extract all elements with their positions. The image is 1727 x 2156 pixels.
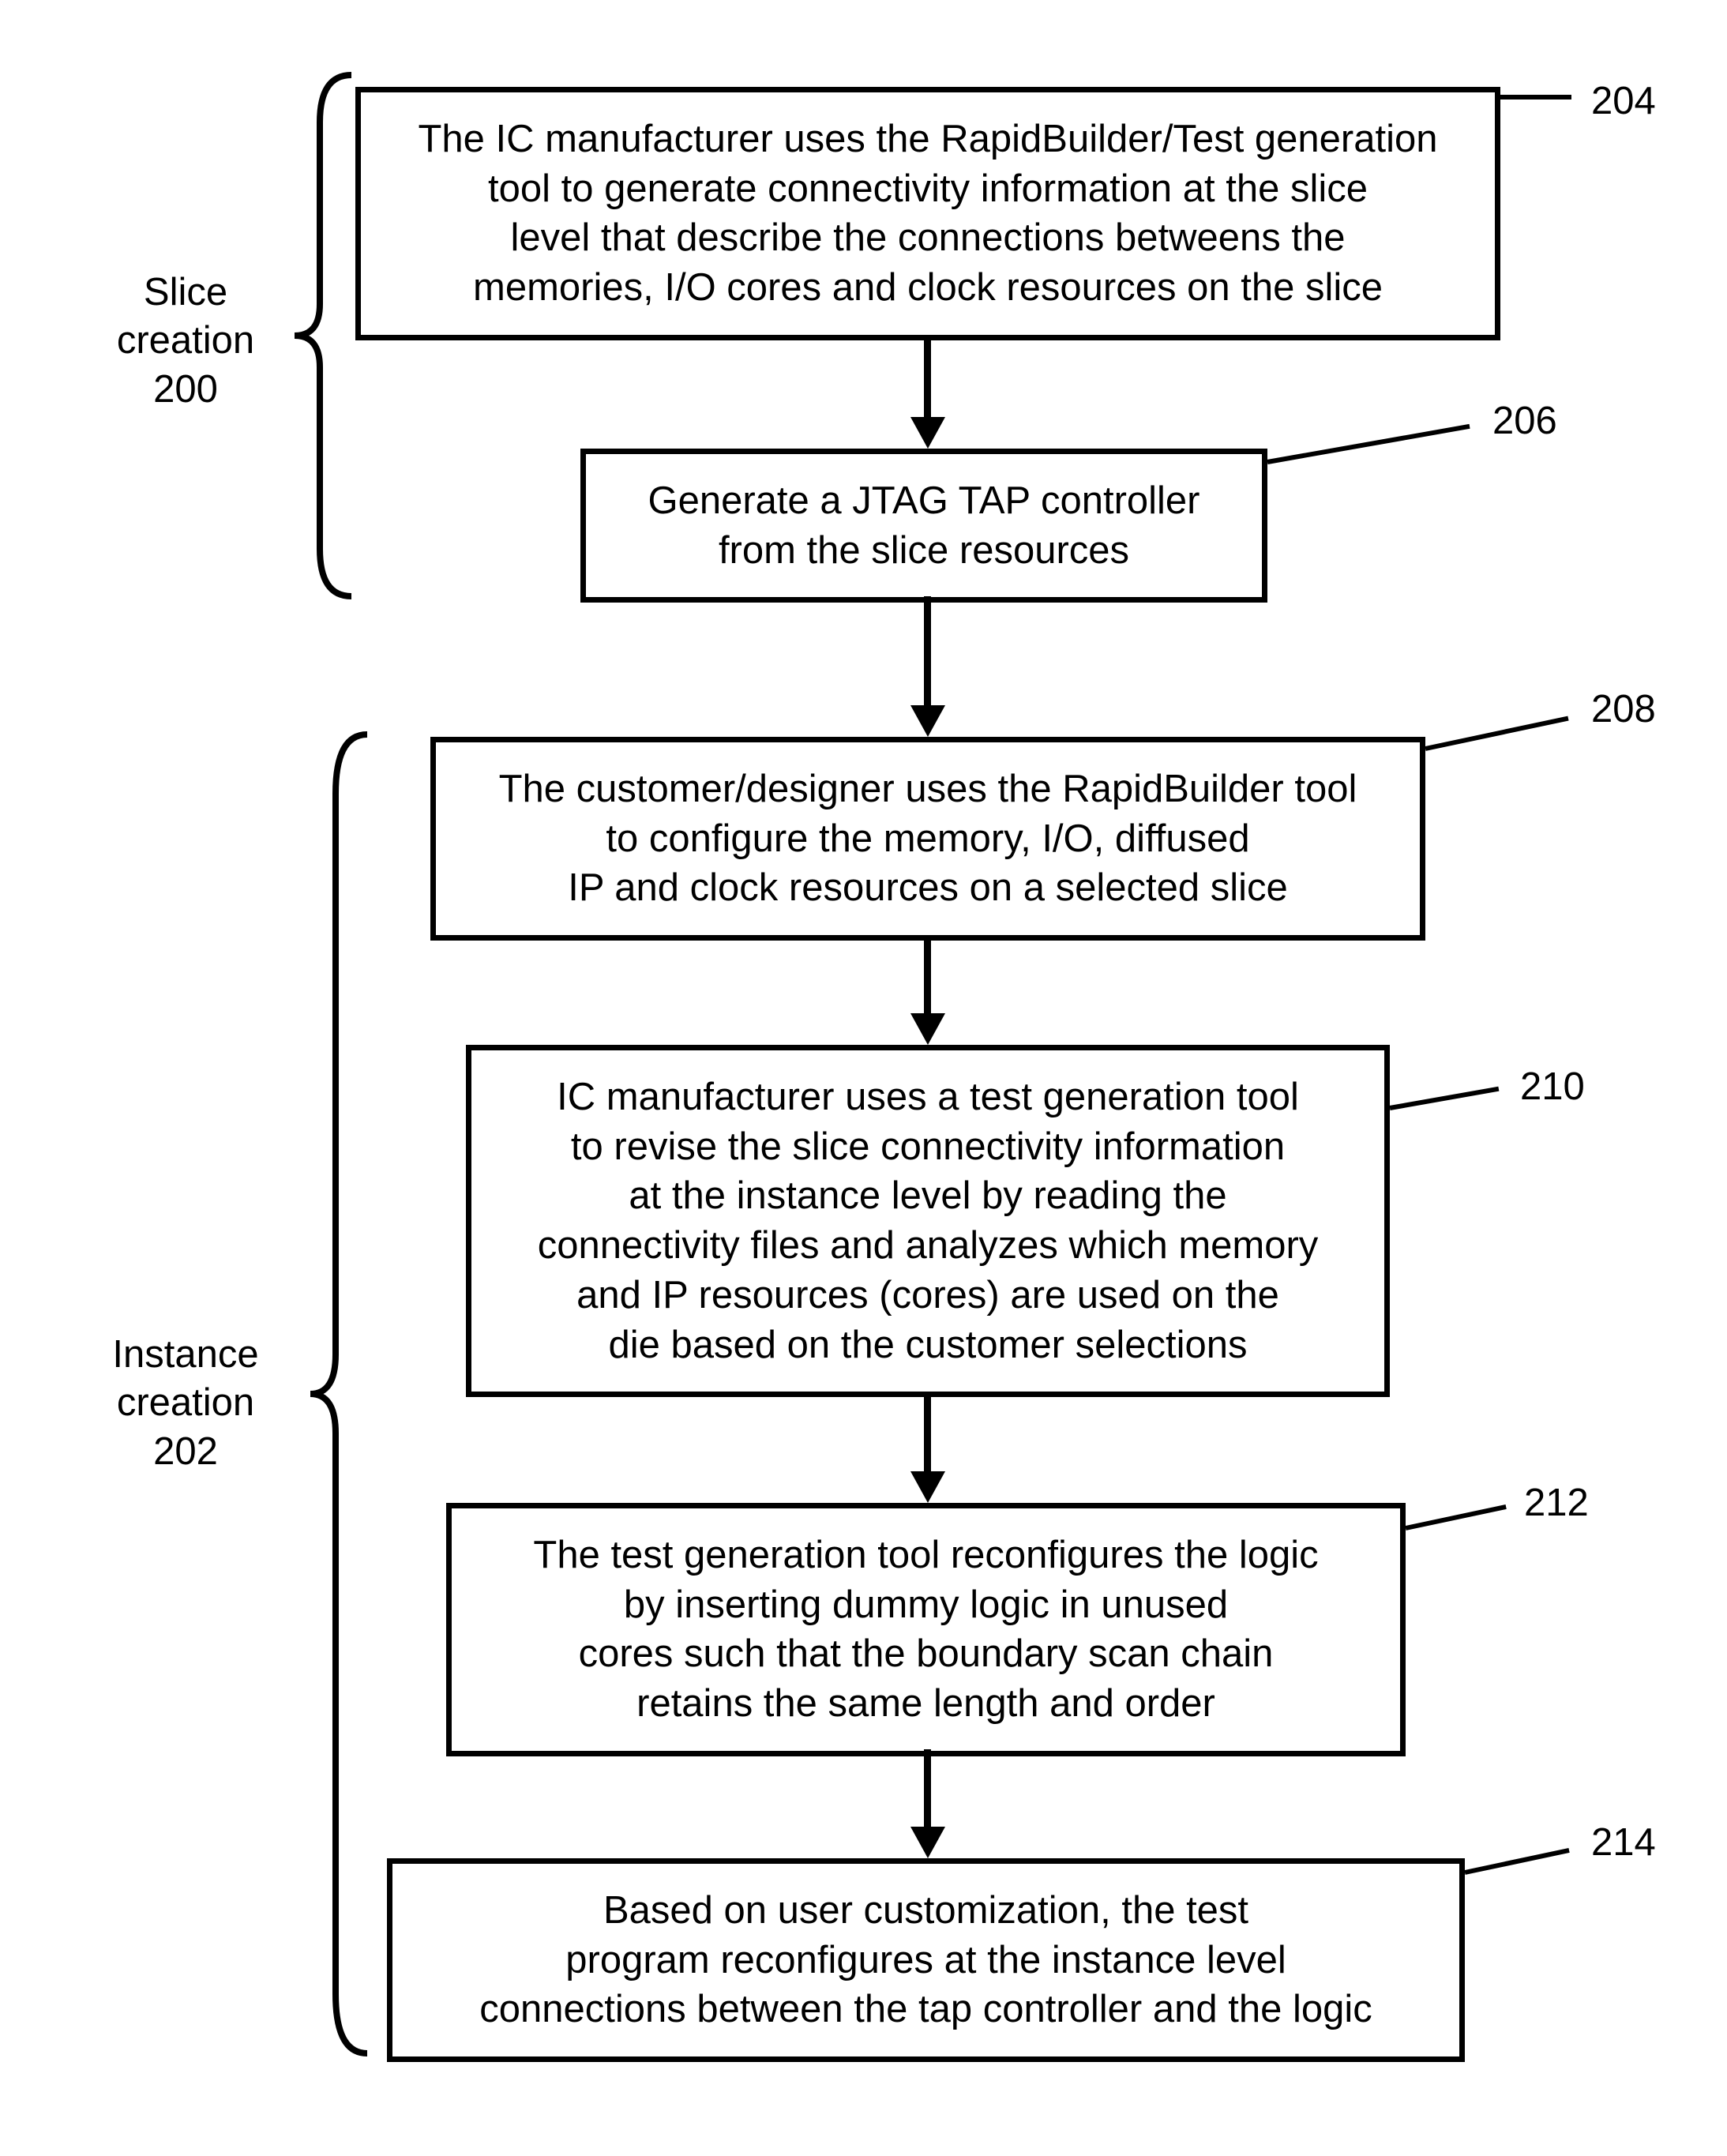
box-204-line1: The IC manufacturer uses the RapidBuilde… xyxy=(392,115,1463,164)
label-instance-l1: Instance xyxy=(91,1331,280,1379)
ref-214: 214 xyxy=(1591,1820,1656,1865)
ref-208: 208 xyxy=(1591,687,1656,731)
arrowhead-204-206 xyxy=(910,417,945,449)
box-210-line5: and IP resources (cores) are used on the xyxy=(503,1271,1353,1320)
box-212-line4: retains the same length and order xyxy=(483,1679,1368,1729)
leader-206 xyxy=(1267,424,1470,464)
label-instance-ref: 202 xyxy=(91,1428,280,1476)
box-210-line3: at the instance level by reading the xyxy=(503,1171,1353,1221)
box-214-line1: Based on user customization, the test xyxy=(424,1886,1428,1936)
box-204-line3: level that describe the connections betw… xyxy=(392,213,1463,263)
box-210-line4: connectivity files and analyzes which me… xyxy=(503,1221,1353,1271)
box-208-line1: The customer/designer uses the RapidBuil… xyxy=(467,764,1388,814)
leader-210 xyxy=(1389,1087,1499,1110)
ref-204: 204 xyxy=(1591,79,1656,123)
label-slice-l2: creation xyxy=(91,317,280,365)
leader-214 xyxy=(1464,1848,1569,1875)
box-212: The test generation tool reconfigures th… xyxy=(446,1503,1406,1756)
box-214-line3: connections between the tap controller a… xyxy=(424,1985,1428,2034)
brace-slice xyxy=(288,67,359,604)
box-210-line6: die based on the customer selections xyxy=(503,1320,1353,1370)
box-210-line1: IC manufacturer uses a test generation t… xyxy=(503,1072,1353,1122)
box-208-line3: IP and clock resources on a selected sli… xyxy=(467,863,1388,913)
box-204-line4: memories, I/O cores and clock resources … xyxy=(392,263,1463,313)
box-210-line2: to revise the slice connectivity informa… xyxy=(503,1122,1353,1172)
label-slice-l1: Slice xyxy=(91,269,280,317)
box-210: IC manufacturer uses a test generation t… xyxy=(466,1045,1390,1397)
box-212-line1: The test generation tool reconfigures th… xyxy=(483,1531,1368,1580)
box-206-line2: from the slice resources xyxy=(618,526,1230,576)
box-212-line2: by inserting dummy logic in unused xyxy=(483,1580,1368,1630)
arrow-212-214 xyxy=(924,1749,931,1832)
box-204: The IC manufacturer uses the RapidBuilde… xyxy=(355,87,1500,340)
label-slice: Slice creation 200 xyxy=(91,269,280,414)
arrow-206-208 xyxy=(924,596,931,711)
ref-212: 212 xyxy=(1524,1481,1589,1525)
arrowhead-208-210 xyxy=(910,1013,945,1045)
arrow-204-206 xyxy=(924,336,931,423)
box-212-line3: cores such that the boundary scan chain xyxy=(483,1629,1368,1679)
arrow-210-212 xyxy=(924,1394,931,1477)
leader-212 xyxy=(1405,1504,1506,1531)
box-204-line2: tool to generate connectivity informatio… xyxy=(392,164,1463,214)
brace-instance xyxy=(304,723,375,2065)
leader-208 xyxy=(1425,716,1568,751)
leader-204 xyxy=(1500,95,1571,100)
box-208: The customer/designer uses the RapidBuil… xyxy=(430,737,1425,941)
box-206: Generate a JTAG TAP controller from the … xyxy=(580,449,1267,603)
arrowhead-212-214 xyxy=(910,1827,945,1858)
label-slice-ref: 200 xyxy=(91,366,280,414)
label-instance-l2: creation xyxy=(91,1379,280,1427)
ref-210: 210 xyxy=(1520,1065,1585,1109)
box-206-line1: Generate a JTAG TAP controller xyxy=(618,476,1230,526)
arrowhead-210-212 xyxy=(910,1471,945,1503)
box-214: Based on user customization, the test pr… xyxy=(387,1858,1465,2062)
ref-206: 206 xyxy=(1492,399,1557,443)
box-208-line2: to configure the memory, I/O, diffused xyxy=(467,814,1388,864)
arrowhead-206-208 xyxy=(910,705,945,737)
box-214-line2: program reconfigures at the instance lev… xyxy=(424,1936,1428,1985)
label-instance: Instance creation 202 xyxy=(91,1331,280,1476)
arrow-208-210 xyxy=(924,936,931,1019)
